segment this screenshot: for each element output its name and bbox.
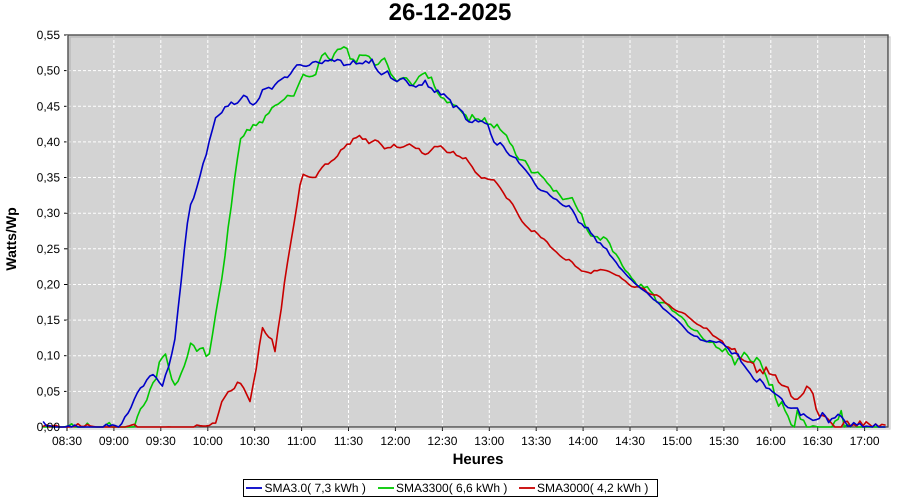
svg-text:15:30: 15:30 [709,434,739,448]
svg-text:SMA3300( 6,6 kWh ): SMA3300( 6,6 kWh ) [396,481,507,495]
svg-text:0,30: 0,30 [37,206,61,220]
svg-text:08:30: 08:30 [52,434,82,448]
svg-text:14:00: 14:00 [568,434,598,448]
svg-text:12:00: 12:00 [380,434,410,448]
svg-text:0,45: 0,45 [37,99,61,113]
svg-text:16:30: 16:30 [803,434,833,448]
svg-text:15:00: 15:00 [662,434,692,448]
svg-text:0,25: 0,25 [37,242,61,256]
svg-text:0,10: 0,10 [37,349,61,363]
svg-text:0,05: 0,05 [37,384,61,398]
svg-text:10:00: 10:00 [193,434,223,448]
svg-text:0,20: 0,20 [37,278,61,292]
svg-text:Heures: Heures [453,451,504,468]
svg-text:10:30: 10:30 [240,434,270,448]
svg-text:0,35: 0,35 [37,171,61,185]
svg-text:09:30: 09:30 [146,434,176,448]
svg-text:16:00: 16:00 [756,434,786,448]
svg-text:0,15: 0,15 [37,313,61,327]
svg-text:0,40: 0,40 [37,135,61,149]
svg-text:14:30: 14:30 [615,434,645,448]
svg-text:Watts/Wp: Watts/Wp [3,207,19,270]
svg-text:SMA3.0( 7,3 kWh ): SMA3.0( 7,3 kWh ) [265,481,366,495]
svg-text:SMA3000( 4,2 kWh ): SMA3000( 4,2 kWh ) [537,481,648,495]
svg-text:12:30: 12:30 [427,434,457,448]
svg-text:0,50: 0,50 [37,64,61,78]
svg-text:0,55: 0,55 [37,28,61,42]
svg-text:11:30: 11:30 [334,434,363,448]
svg-text:17:00: 17:00 [850,434,880,448]
svg-text:0,00: 0,00 [37,420,61,434]
svg-text:09:00: 09:00 [99,434,129,448]
svg-text:13:30: 13:30 [521,434,551,448]
svg-text:11:00: 11:00 [287,434,316,448]
svg-text:13:00: 13:00 [474,434,504,448]
svg-text:26-12-2025: 26-12-2025 [389,0,512,26]
